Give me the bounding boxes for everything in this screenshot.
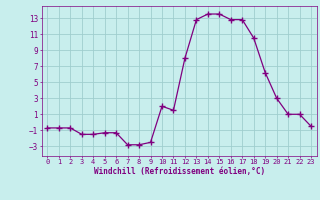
X-axis label: Windchill (Refroidissement éolien,°C): Windchill (Refroidissement éolien,°C)	[94, 167, 265, 176]
